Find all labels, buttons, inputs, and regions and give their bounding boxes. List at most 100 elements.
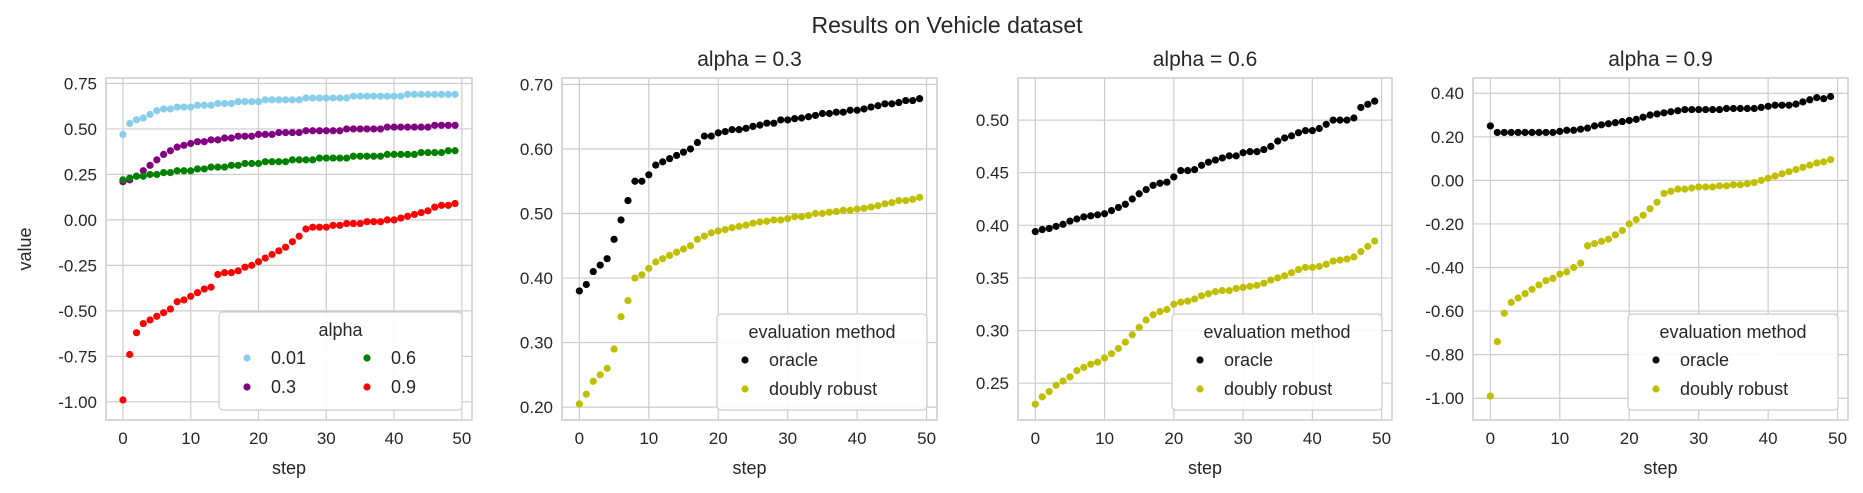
- data-point: [383, 123, 391, 131]
- x-tick-label: 10: [1095, 429, 1114, 448]
- data-point: [638, 271, 646, 279]
- data-point: [1287, 269, 1296, 277]
- data-point: [343, 94, 351, 102]
- data-point: [1618, 117, 1626, 126]
- data-point: [881, 100, 889, 108]
- data-point: [1736, 104, 1744, 113]
- data-point: [1743, 180, 1751, 188]
- data-point: [329, 94, 337, 102]
- y-tick-label: 0.30: [976, 322, 1009, 341]
- y-tick-label: 0.25: [976, 374, 1009, 393]
- data-point: [431, 203, 439, 211]
- x-tick-label: 40: [848, 429, 867, 448]
- data-point: [686, 242, 695, 250]
- data-point: [248, 98, 256, 106]
- data-point: [1729, 181, 1738, 189]
- data-point: [390, 150, 398, 159]
- data-point: [1667, 108, 1675, 116]
- data-point: [173, 167, 181, 175]
- x-tick-label: 30: [1689, 429, 1708, 448]
- data-point: [1820, 95, 1828, 103]
- data-point: [302, 127, 310, 135]
- y-tick-label: 0.25: [64, 165, 97, 184]
- data-point: [603, 255, 611, 263]
- data-point: [1246, 148, 1254, 156]
- data-point: [322, 127, 330, 135]
- data-point: [749, 122, 757, 130]
- y-axis-label: value: [15, 227, 35, 270]
- data-point: [1114, 344, 1123, 353]
- plot-frame: [1472, 77, 1849, 421]
- data-point: [770, 216, 778, 224]
- data-point: [791, 115, 799, 123]
- data-point: [589, 377, 597, 385]
- data-point: [1570, 126, 1578, 134]
- data-point: [288, 128, 296, 137]
- data-point: [451, 121, 459, 129]
- data-point: [1135, 190, 1143, 198]
- y-tick-label: 0.20: [1431, 128, 1464, 147]
- data-point: [227, 269, 235, 277]
- data-point: [1204, 158, 1213, 166]
- legend-marker: [243, 383, 251, 391]
- data-point: [1778, 170, 1786, 178]
- data-point: [1563, 268, 1571, 276]
- data-point: [672, 248, 681, 256]
- data-point: [261, 254, 269, 262]
- data-point: [1197, 292, 1206, 300]
- data-point: [700, 132, 708, 140]
- x-tick-label: 10: [1550, 429, 1569, 448]
- data-point: [1094, 358, 1102, 366]
- data-point: [1059, 377, 1067, 385]
- data-point: [200, 165, 208, 173]
- data-point: [376, 218, 385, 226]
- data-point: [1031, 228, 1039, 236]
- y-tick-label: 0.50: [64, 120, 97, 139]
- y-tick-label: 0.40: [1431, 84, 1464, 103]
- data-point: [207, 163, 215, 171]
- legend-box: [716, 313, 928, 411]
- data-point: [1500, 309, 1508, 317]
- data-point: [329, 154, 337, 162]
- data-point: [867, 203, 875, 211]
- data-point: [1827, 156, 1835, 164]
- data-point: [437, 148, 446, 157]
- x-tick-label: 10: [639, 429, 658, 448]
- data-point: [860, 204, 868, 212]
- data-point: [139, 167, 147, 175]
- data-point: [376, 152, 385, 160]
- data-point: [784, 116, 792, 124]
- legend-marker: [741, 385, 749, 393]
- data-point: [596, 261, 604, 269]
- data-point: [315, 127, 324, 135]
- data-point: [818, 109, 827, 118]
- data-point: [397, 214, 405, 222]
- data-point: [1604, 120, 1613, 128]
- data-point: [363, 218, 371, 226]
- legend-entry: 0.9: [391, 377, 416, 397]
- data-point: [336, 221, 344, 229]
- y-tick-label: -0.40: [1425, 259, 1464, 278]
- data-point: [1087, 360, 1095, 368]
- data-point: [742, 124, 750, 132]
- data-point: [437, 121, 446, 129]
- data-point: [1722, 104, 1731, 113]
- series-oracle: [575, 95, 924, 295]
- data-point: [1066, 217, 1074, 225]
- data-point: [437, 201, 446, 209]
- legend-marker: [1652, 385, 1660, 393]
- data-point: [234, 267, 242, 275]
- data-point: [1549, 274, 1557, 283]
- data-point: [1827, 92, 1835, 101]
- data-point: [160, 309, 168, 317]
- data-point: [1556, 270, 1564, 278]
- data-point: [282, 128, 290, 137]
- data-point: [1100, 210, 1109, 218]
- data-point: [1820, 158, 1828, 166]
- data-point: [659, 158, 667, 166]
- data-point: [693, 138, 702, 147]
- data-point: [1239, 283, 1247, 292]
- data-point: [193, 138, 202, 146]
- legend-box: [1171, 313, 1383, 411]
- data-point: [1806, 161, 1814, 169]
